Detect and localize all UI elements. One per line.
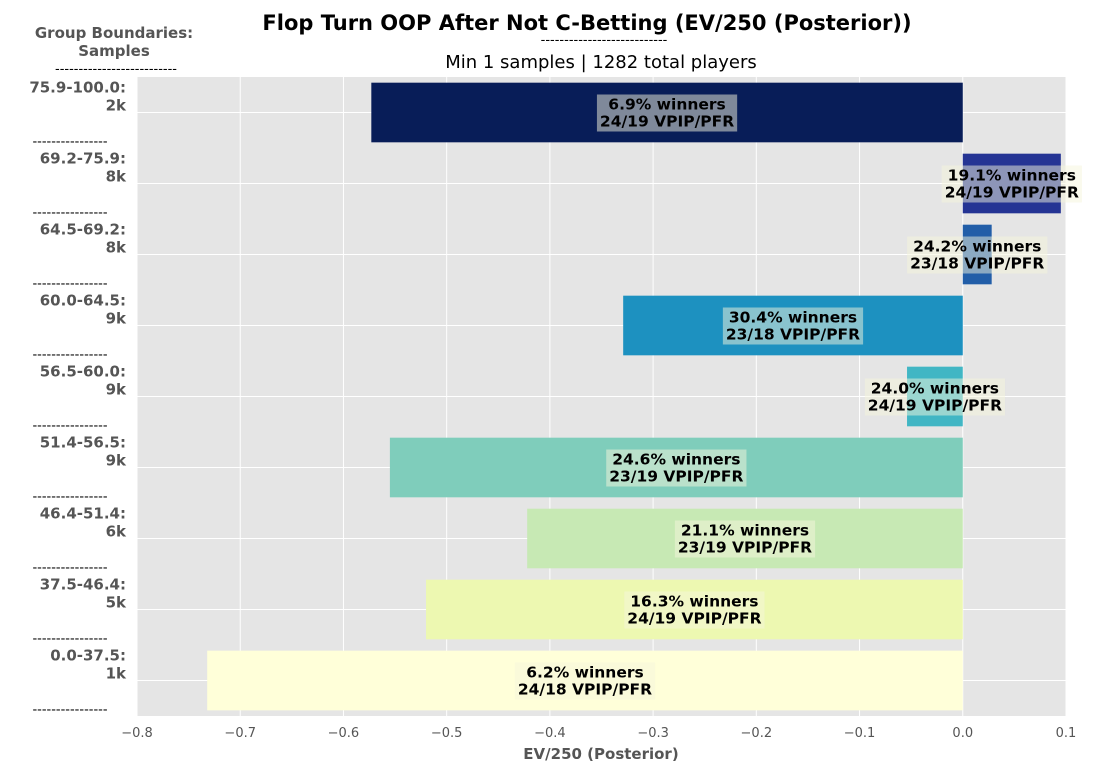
x-tick-label: 0.1 — [1056, 726, 1077, 741]
bar-label-winners: 30.4% winners — [729, 309, 857, 327]
bar-label-winners: 6.2% winners — [526, 664, 643, 682]
bar-label-winners: 24.6% winners — [612, 451, 740, 469]
bar-label-box — [606, 449, 747, 487]
y-label-samples: 6k — [106, 523, 127, 541]
y-label-range: 0.0-37.5: — [50, 647, 126, 665]
x-tick-label: −0.2 — [741, 726, 773, 741]
x-tick-label: −0.3 — [637, 726, 669, 741]
group-header-line1: Group Boundaries: — [35, 24, 193, 42]
y-label-samples: 2k — [106, 97, 127, 115]
bar-label-vpip-pfr: 24/19 VPIP/PFR — [600, 113, 734, 131]
y-label-separator: ---------------- — [32, 419, 107, 434]
group-header-rule: -------------------------- — [55, 62, 177, 77]
bar-label-vpip-pfr: 24/19 VPIP/PFR — [945, 184, 1079, 202]
bar-label-winners: 21.1% winners — [681, 522, 809, 540]
bar-label-box — [864, 378, 1006, 416]
bar-label-winners: 24.0% winners — [871, 380, 999, 398]
x-tick-label: 0.0 — [952, 726, 973, 741]
y-label-range: 37.5-46.4: — [40, 576, 126, 594]
bar-label-box — [674, 520, 816, 558]
y-label-samples: 8k — [106, 239, 127, 257]
bar-label-vpip-pfr: 23/19 VPIP/PFR — [609, 468, 743, 486]
y-tick-labels: 75.9-100.0:2k----------------69.2-75.9:8… — [29, 79, 127, 718]
y-label-separator: ---------------- — [32, 277, 107, 292]
y-label-samples: 1k — [106, 665, 127, 683]
y-label-separator: ---------------- — [32, 632, 107, 647]
y-label-separator: ---------------- — [32, 703, 107, 718]
y-label-samples: 9k — [106, 452, 127, 470]
y-label-range: 51.4-56.5: — [40, 434, 126, 452]
bar-label-winners: 16.3% winners — [630, 593, 758, 611]
chart-title: Flop Turn OOP After Not C-Betting (EV/25… — [262, 11, 911, 35]
y-label-range: 60.0-64.5: — [40, 292, 126, 310]
x-tick-labels: −0.8 −0.7 −0.6 −0.5 −0.4 −0.3 −0.2 −0.1 0.0 0.1 — [121, 726, 1076, 741]
y-label-range: 46.4-51.4: — [40, 505, 126, 523]
x-tick-label: −0.8 — [121, 726, 153, 741]
bar-label-vpip-pfr: 24/19 VPIP/PFR — [868, 397, 1002, 415]
y-label-separator: ---------------- — [32, 348, 107, 363]
x-axis-label: EV/250 (Posterior) — [523, 745, 678, 763]
x-tick-label: −0.1 — [844, 726, 876, 741]
y-label-range: 64.5-69.2: — [40, 221, 126, 239]
bar-label-vpip-pfr: 24/18 VPIP/PFR — [518, 681, 652, 699]
bar-label-winners: 6.9% winners — [608, 96, 725, 114]
x-tick-label: −0.7 — [224, 726, 256, 741]
bar-label-vpip-pfr: 23/18 VPIP/PFR — [910, 255, 1044, 273]
y-label-separator: ---------------- — [32, 490, 107, 505]
bar-label-winners: 24.2% winners — [913, 238, 1041, 256]
y-label-separator: ---------------- — [32, 206, 107, 221]
y-label-range: 75.9-100.0: — [29, 79, 126, 97]
group-header-line2: Samples — [78, 42, 150, 60]
chart-subtitle: Min 1 samples | 1282 total players — [445, 52, 757, 73]
y-label-samples: 8k — [106, 168, 127, 186]
bar-label-box — [624, 591, 765, 629]
y-label-range: 56.5-60.0: — [40, 363, 126, 381]
bar-label-box — [722, 307, 864, 345]
bar-label-box — [596, 94, 738, 132]
x-tick-label: −0.4 — [534, 726, 566, 741]
bar-label-vpip-pfr: 24/19 VPIP/PFR — [627, 610, 761, 628]
y-label-samples: 9k — [106, 310, 127, 328]
y-label-samples: 9k — [106, 381, 127, 399]
y-label-range: 69.2-75.9: — [40, 150, 126, 168]
bar-label-box — [941, 165, 1082, 203]
title-rule: --------------------------- — [541, 33, 668, 48]
bar-label-box — [907, 236, 1048, 274]
bar-label-vpip-pfr: 23/18 VPIP/PFR — [726, 326, 860, 344]
y-label-separator: ---------------- — [32, 561, 107, 576]
x-tick-label: −0.5 — [431, 726, 463, 741]
y-label-separator: ---------------- — [32, 135, 107, 150]
bar-label-box — [514, 662, 656, 700]
bar-label-winners: 19.1% winners — [948, 167, 1076, 185]
y-label-samples: 5k — [106, 594, 127, 612]
bar-label-vpip-pfr: 23/19 VPIP/PFR — [678, 539, 812, 557]
x-tick-label: −0.6 — [328, 726, 360, 741]
